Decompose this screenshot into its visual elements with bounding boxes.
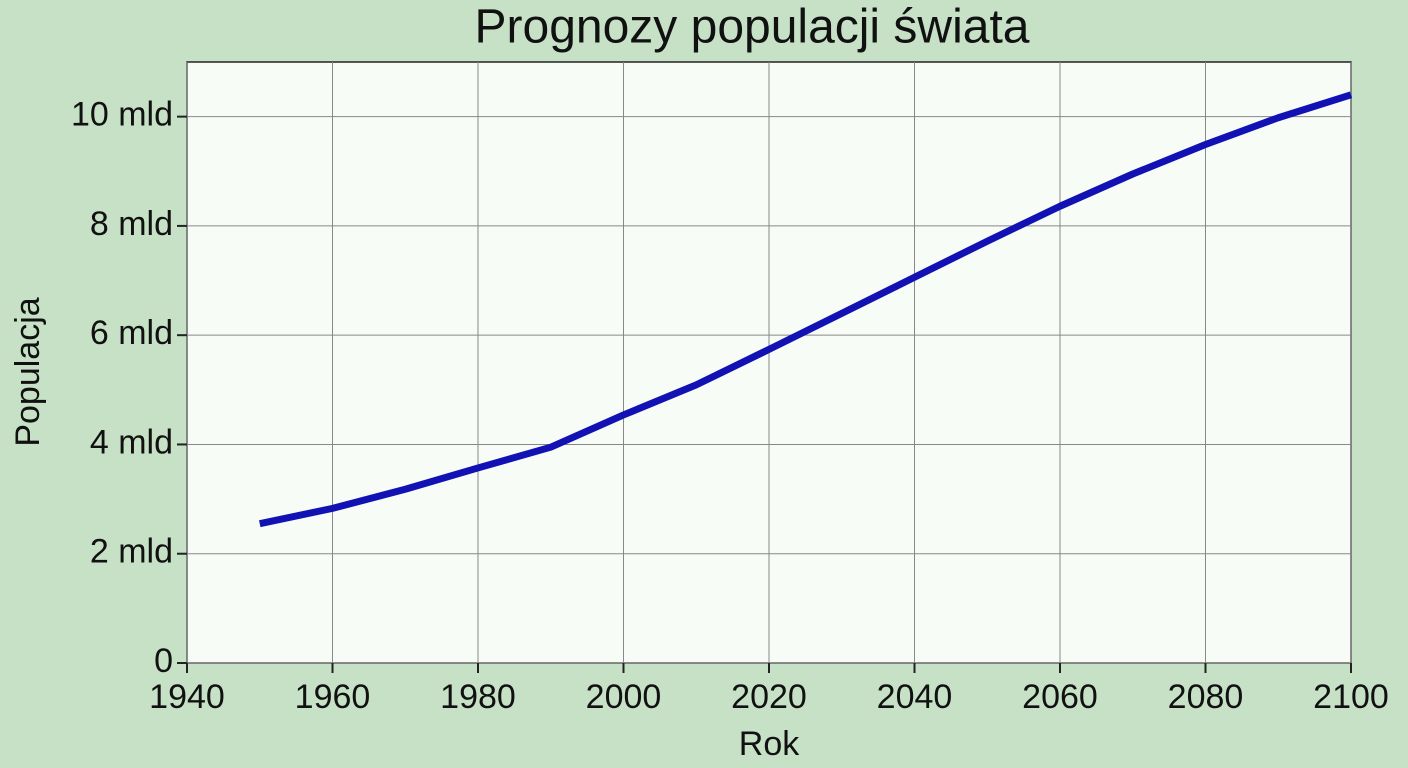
grid <box>186 62 1352 664</box>
marks <box>259 91 1353 528</box>
x-tick-label: 2100 <box>1313 678 1389 716</box>
x-axis-label: Rok <box>739 725 800 763</box>
chart-title: Prognozy populacji świata <box>475 1 1030 54</box>
x-tick-label: 2080 <box>1168 678 1244 716</box>
x-tick-label: 2040 <box>877 678 953 716</box>
y-tick-label: 6 mld <box>90 314 173 352</box>
y-tick-label: 2 mld <box>90 533 173 571</box>
x-tick-label: 1980 <box>440 678 516 716</box>
x-tick-label: 2020 <box>731 678 807 716</box>
x-tick-label: 1960 <box>295 678 371 716</box>
y-tick-label: 8 mld <box>90 205 173 243</box>
y-tick-label: 4 mld <box>90 423 173 461</box>
x-tick-label: 1940 <box>149 678 225 716</box>
y-axis-label: Populacja <box>9 297 47 446</box>
y-tick-label: 10 mld <box>71 96 173 134</box>
x-tick-label: 2000 <box>586 678 662 716</box>
y-tick-label: 0 <box>154 642 173 680</box>
x-tick-label: 2060 <box>1022 678 1098 716</box>
line-series <box>259 91 1353 528</box>
